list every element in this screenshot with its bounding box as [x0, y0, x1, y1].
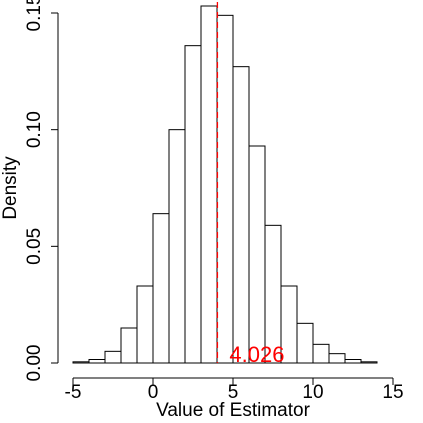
- histogram-bar: [152, 213, 170, 364]
- x-tick-label: 5: [228, 382, 239, 403]
- histogram-bar: [216, 14, 234, 364]
- y-tick-label: 0.10: [24, 111, 45, 148]
- histogram-bar: [344, 359, 362, 364]
- x-axis: -5 0 5 10 15: [65, 377, 404, 403]
- histogram-bar: [88, 359, 106, 364]
- histogram-bar: [72, 361, 90, 364]
- histogram-bar: [136, 285, 154, 364]
- histogram-bar: [296, 322, 314, 364]
- x-axis-title: Value of Estimator: [156, 400, 311, 421]
- histogram-bar: [248, 145, 266, 364]
- x-tick-label: 10: [302, 382, 323, 403]
- histogram-bar: [232, 66, 250, 364]
- histogram-bar: [200, 5, 218, 364]
- histogram-bar: [120, 327, 138, 364]
- histogram-bar: [360, 361, 378, 364]
- histogram-bar: [104, 350, 122, 364]
- histogram-bar: [168, 129, 186, 364]
- x-tick-label: 15: [382, 382, 403, 403]
- y-axis: 0.00 0.05 0.10 0.15: [24, 0, 59, 382]
- x-tick-label: 0: [148, 382, 159, 403]
- y-axis-title: Density: [0, 156, 21, 220]
- histogram-bars: [72, 5, 378, 364]
- histogram-bar: [312, 343, 330, 364]
- y-tick-label: 0.00: [24, 345, 45, 382]
- x-tick-label: -5: [65, 382, 82, 403]
- histogram-bar: [328, 353, 346, 364]
- histogram-bar: [184, 45, 202, 364]
- y-tick-label: 0.15: [24, 0, 45, 31]
- y-tick-label: 0.05: [24, 228, 45, 265]
- mean-annotation-label: 4.026: [229, 342, 284, 367]
